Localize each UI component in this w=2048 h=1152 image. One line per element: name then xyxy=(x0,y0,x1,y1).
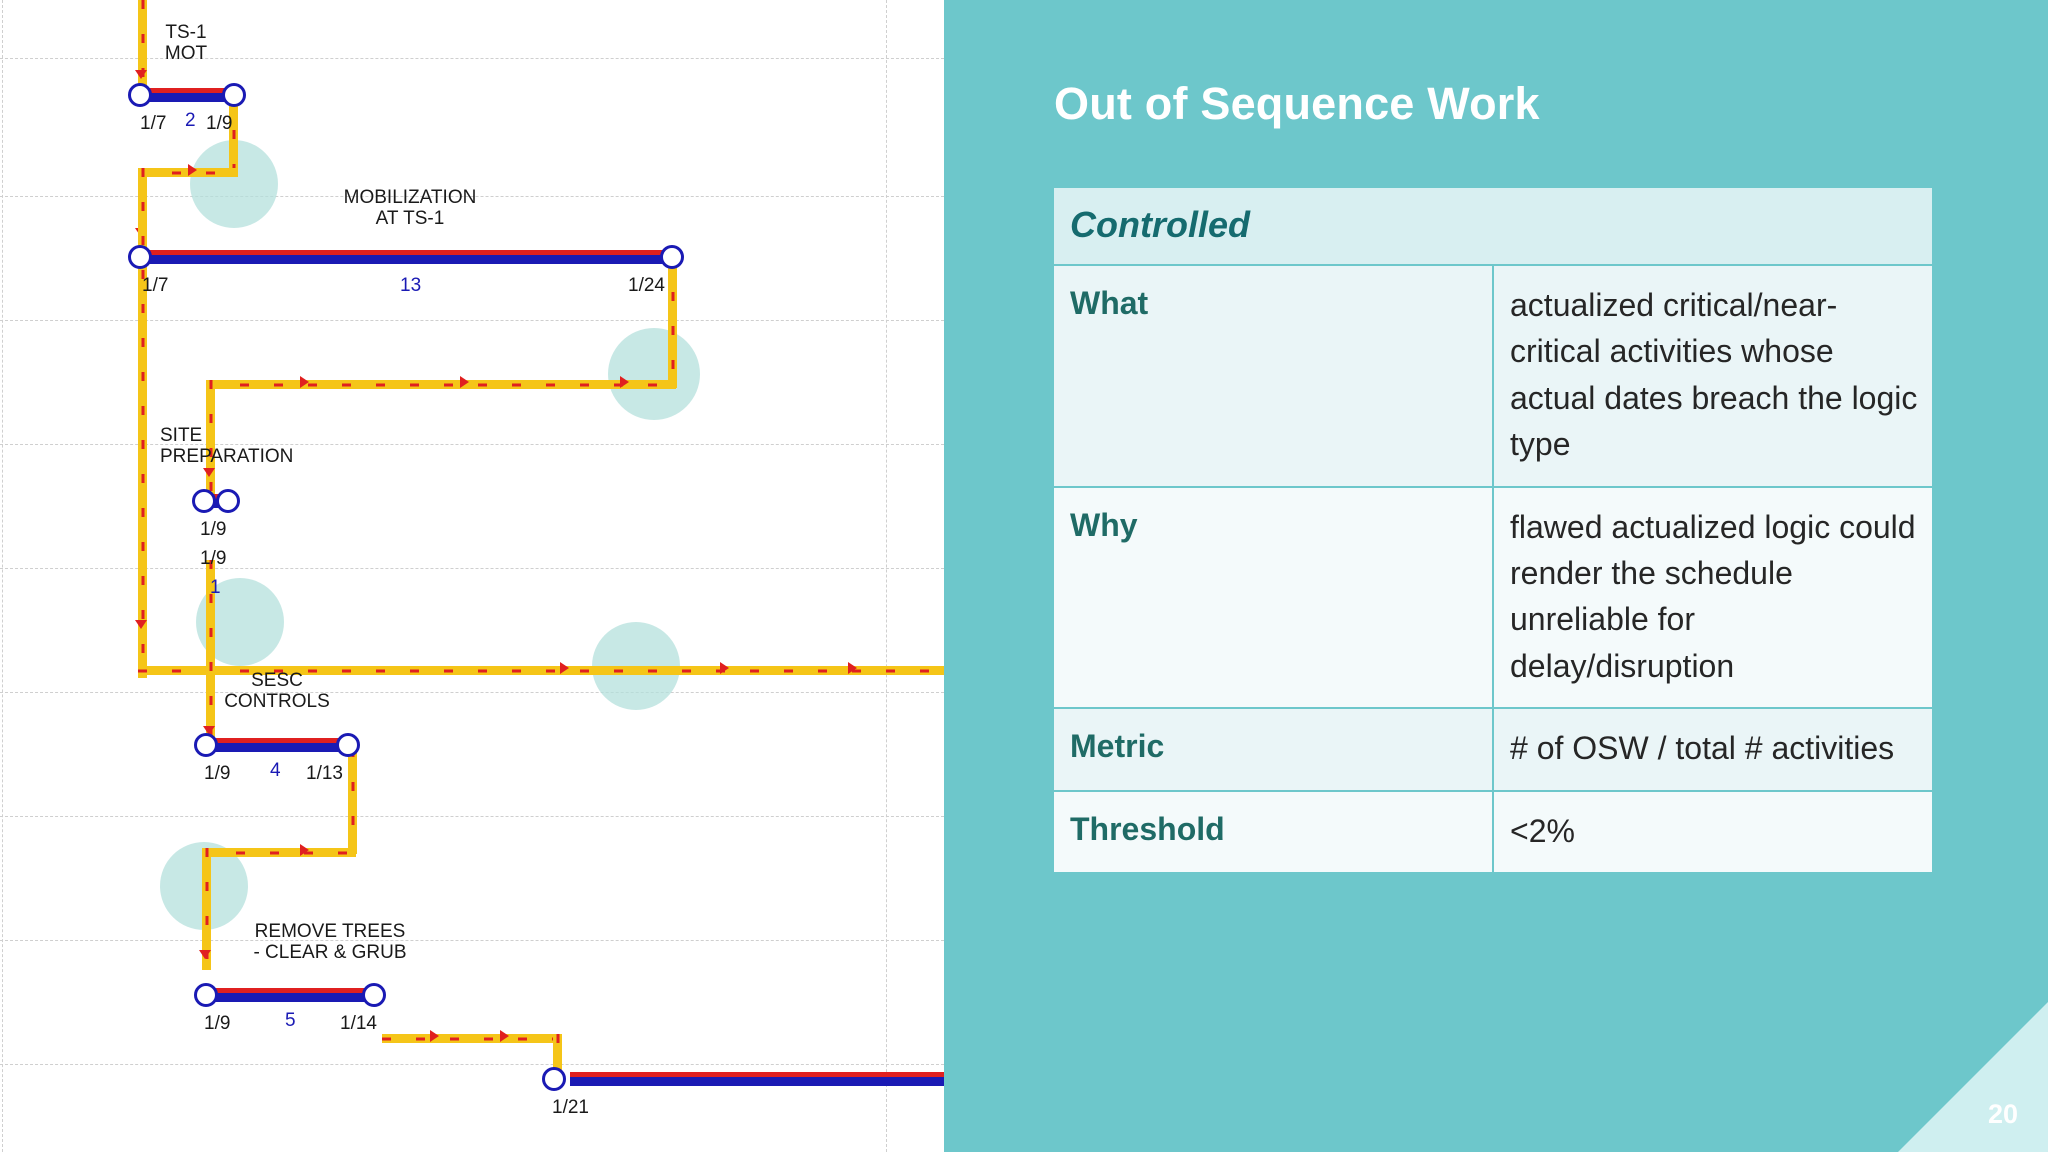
page-title: Out of Sequence Work xyxy=(1054,78,1540,129)
critical-path-link xyxy=(668,258,677,388)
critical-path-link xyxy=(206,560,215,740)
activity-finish-node[interactable] xyxy=(216,489,240,513)
activity-finish-date: 1/9 xyxy=(200,548,227,569)
critical-path-link xyxy=(206,380,676,389)
gridline-horizontal xyxy=(0,940,944,941)
table-header-row: Controlled xyxy=(1052,186,1934,266)
activity-finish-date: 1/24 xyxy=(628,275,665,296)
activity-finish-node[interactable] xyxy=(222,83,246,107)
activity-duration: 13 xyxy=(400,275,422,296)
row-key-what: What xyxy=(1052,264,1494,488)
relationship-arrow xyxy=(560,662,569,674)
activity-bar xyxy=(148,250,676,264)
gridline-horizontal xyxy=(0,568,944,569)
critical-path-link xyxy=(553,1034,562,1080)
relationship-arrow xyxy=(199,950,211,959)
gridline-horizontal xyxy=(0,320,944,321)
activity-start-date: 1/21 xyxy=(552,1097,589,1118)
activity-bar xyxy=(570,1072,944,1086)
critical-path-link xyxy=(202,848,356,857)
activity-name: TS-1 MOT xyxy=(164,22,208,65)
activity-duration: 1 xyxy=(210,577,221,598)
activity-finish-date: 1/9 xyxy=(206,113,233,134)
relationship-arrow xyxy=(135,70,147,79)
gridline-horizontal xyxy=(0,1064,944,1065)
activity-bar xyxy=(214,738,344,752)
table-row: Why flawed actualized logic could render… xyxy=(1052,485,1934,710)
activity-start-date: 1/9 xyxy=(204,763,231,784)
activity-start-date: 1/7 xyxy=(140,113,167,134)
relationship-arrow xyxy=(848,662,857,674)
activity-finish-node[interactable] xyxy=(660,245,684,269)
relationship-arrow xyxy=(720,662,729,674)
activity-start-node[interactable] xyxy=(194,983,218,1007)
activity-name: MOBILIZATION AT TS-1 xyxy=(343,187,477,230)
activity-start-date: 1/9 xyxy=(204,1013,231,1034)
relationship-arrow xyxy=(300,376,309,388)
activity-start-node[interactable] xyxy=(128,245,152,269)
page-number: 20 xyxy=(1987,1099,2018,1129)
row-key-why: Why xyxy=(1052,485,1494,710)
activity-bar xyxy=(148,88,236,102)
highlight-blob xyxy=(608,328,700,420)
activity-start-date: 1/7 xyxy=(142,275,169,296)
row-value-what: actualized critical/near-critical activi… xyxy=(1492,264,1934,488)
table-row: Metric # of OSW / total # activities xyxy=(1052,707,1934,792)
relationship-arrow xyxy=(460,376,469,388)
critical-path-link xyxy=(206,380,215,500)
critical-path-link xyxy=(229,96,238,172)
relationship-arrow xyxy=(300,844,309,856)
activity-duration: 5 xyxy=(285,1010,296,1031)
row-value-why: flawed actualized logic could render the… xyxy=(1492,485,1934,710)
activity-name: REMOVE TREES - CLEAR & GRUB xyxy=(253,921,407,964)
activity-start-node[interactable] xyxy=(192,489,216,513)
gridline-horizontal xyxy=(0,692,944,693)
table-row: Threshold <2% xyxy=(1052,789,1934,874)
critical-path-link xyxy=(138,168,147,678)
activity-duration: 2 xyxy=(185,110,196,131)
corner-decoration xyxy=(1898,1002,2048,1152)
relationship-arrow xyxy=(135,620,147,629)
activity-start-node[interactable] xyxy=(194,733,218,757)
row-value-metric: # of OSW / total # activities xyxy=(1492,707,1934,792)
activity-start-node[interactable] xyxy=(542,1067,566,1091)
activity-finish-node[interactable] xyxy=(362,983,386,1007)
gridline-horizontal xyxy=(0,58,944,59)
content-panel: Out of Sequence Work Controlled What act… xyxy=(944,0,2048,1152)
activity-start-date: 1/9 xyxy=(200,519,227,540)
activity-finish-date: 1/14 xyxy=(340,1013,377,1034)
relationship-arrow xyxy=(188,164,197,176)
relationship-arrow xyxy=(203,726,215,735)
row-value-threshold: <2% xyxy=(1492,789,1934,874)
relationship-arrow xyxy=(430,1030,439,1042)
critical-path-link xyxy=(348,748,357,854)
activity-finish-node[interactable] xyxy=(336,733,360,757)
critical-path-link xyxy=(382,1034,562,1043)
relationship-arrow xyxy=(620,376,629,388)
activity-duration: 4 xyxy=(270,760,281,781)
row-key-metric: Metric xyxy=(1052,707,1494,792)
metric-table: Controlled What actualized critical/near… xyxy=(1052,186,1934,874)
table-row: What actualized critical/near-critical a… xyxy=(1052,264,1934,488)
gridline-horizontal xyxy=(0,444,944,445)
activity-bar xyxy=(214,988,370,1002)
row-key-threshold: Threshold xyxy=(1052,789,1494,874)
relationship-arrow xyxy=(500,1030,509,1042)
activity-start-node[interactable] xyxy=(128,83,152,107)
activity-name: SESC CONTROLS xyxy=(224,670,330,713)
critical-path-link xyxy=(138,0,147,98)
activity-finish-date: 1/13 xyxy=(306,763,343,784)
activity-name: SITE PREPARATION xyxy=(160,425,294,468)
critical-path-link xyxy=(138,666,944,675)
critical-path-link xyxy=(202,848,211,970)
relationship-arrow xyxy=(203,468,215,477)
gridline-vertical xyxy=(886,0,887,1152)
gridline-horizontal xyxy=(0,816,944,817)
gridline-vertical xyxy=(2,0,3,1152)
table-header-label: Controlled xyxy=(1052,186,1934,266)
schedule-network-diagram: TS-1 MOT 1/7 2 1/9 MOBILIZATION AT TS-1 … xyxy=(0,0,944,1152)
gridline-horizontal xyxy=(0,196,944,197)
